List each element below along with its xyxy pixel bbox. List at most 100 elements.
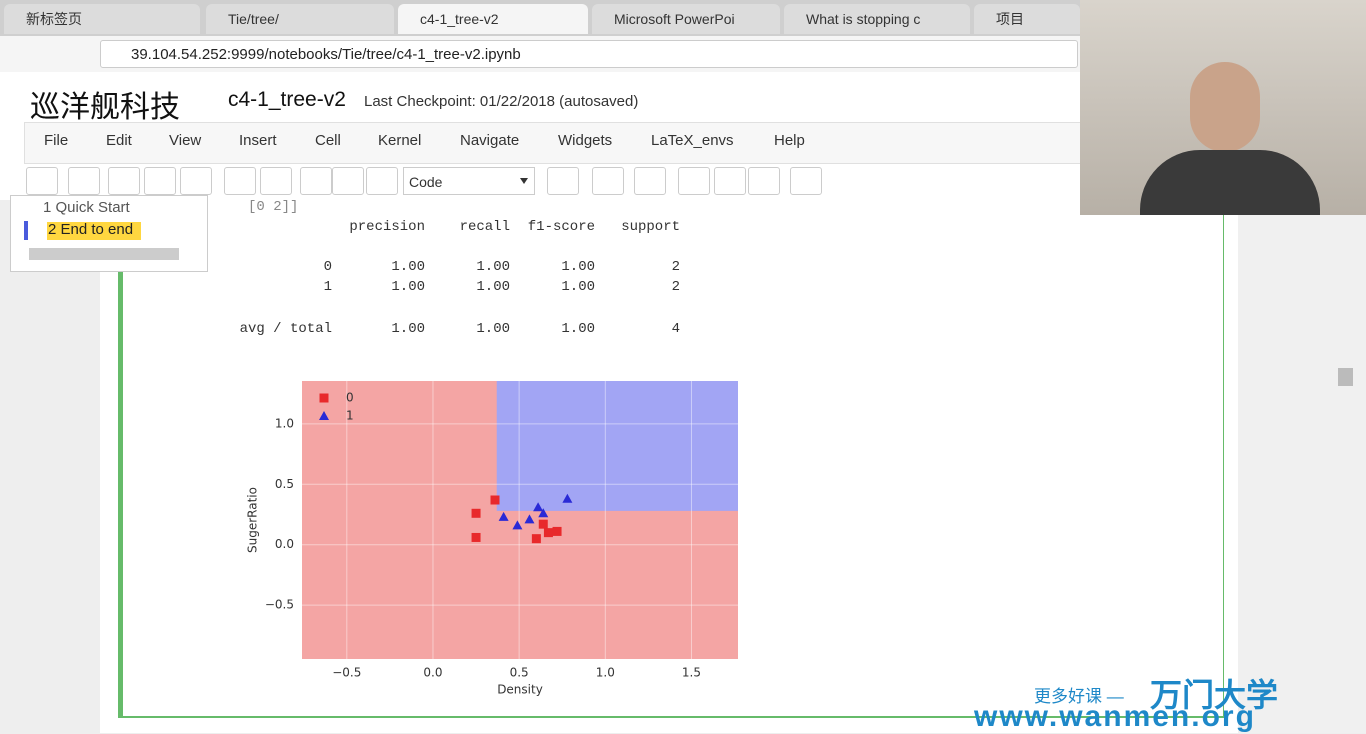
x-tick-label: 1.0 [596,666,615,680]
toolbar-button[interactable] [547,167,579,195]
toc-marker [24,221,28,240]
url-field[interactable]: 39.104.54.252:9999/notebooks/Tie/tree/c4… [100,40,1078,68]
toolbar-button[interactable] [26,167,58,195]
scroll-thumb[interactable] [1338,368,1353,386]
toolbar-button[interactable] [592,167,624,195]
x-tick-label: 1.5 [682,666,701,680]
watermark-site: www.wanmen.org [974,700,1256,733]
y-tick-label: 0.0 [275,537,294,551]
report-cell: 1.00 [391,279,425,295]
menu-item[interactable]: Insert [239,132,277,149]
report-cell: 1.00 [476,321,510,337]
report-header: support [621,219,680,235]
scrollbar [1238,200,1366,733]
toolbar-button[interactable] [634,167,666,195]
y-tick-label: 1.0 [275,416,294,430]
menu-item[interactable]: Kernel [378,132,422,149]
menu-item[interactable]: Widgets [558,132,613,149]
report-cell: 1.00 [561,321,595,337]
x-axis-label: Density [497,683,543,697]
x-tick-label: 0.0 [423,666,442,680]
data-point [531,534,541,544]
toolbar-button[interactable] [748,167,780,195]
menu-item[interactable]: Edit [106,132,132,149]
data-point [533,502,544,512]
toolbar-button[interactable] [260,167,292,195]
browser-tab[interactable]: What is stopping c [784,4,970,34]
x-tick-label: 0.5 [510,666,529,680]
legend-label: 1 [346,409,354,423]
toolbar-button[interactable] [790,167,822,195]
toc-panel [10,195,208,272]
address-bar: 39.104.54.252:9999/notebooks/Tie/tree/c4… [0,36,1080,73]
browser-tab[interactable]: c4-1_tree-v2 [398,4,588,34]
legend-label: 0 [346,391,354,405]
report-row-label: avg / total [239,321,332,337]
report-cell: 1.00 [391,259,425,275]
decision-region [496,381,738,511]
toc-scrollbar [29,248,179,260]
watermark-brand: 万门大学 [1150,677,1279,713]
notebook-header: 巡洋舰科技 c4-1_tree-v2 Last Checkpoint: 01/2… [0,72,1082,200]
data-point [538,508,549,518]
menu-bar [24,122,1082,164]
watermark-lead: 更多好课 — [1034,687,1124,706]
data-point [490,495,500,505]
y-tick-label: −0.5 [265,598,294,612]
output-line: [0 2]] [248,199,299,215]
toolbar-button[interactable] [678,167,710,195]
x-tick-label: −0.5 [332,666,361,680]
data-point [512,520,523,530]
legend-marker [319,411,329,420]
report-header: precision [349,219,425,235]
dropdown-arrow [520,178,528,184]
toolbar-button[interactable] [68,167,100,195]
data-point [562,493,573,503]
menu-item[interactable]: LaTeX_envs [651,132,734,149]
data-point [471,532,481,542]
y-axis-label: SugerRatio [246,487,260,553]
menu-item[interactable]: View [169,132,202,149]
toolbar-button[interactable] [180,167,212,195]
webcam-overlay [1080,0,1366,215]
report-header: f1-score [527,219,595,235]
webcam-face [1190,62,1260,152]
menu-item[interactable]: Cell [315,132,341,149]
toc-highlight [47,222,141,240]
toolbar-button[interactable] [144,167,176,195]
toolbar-button[interactable] [224,167,256,195]
selected-cell[interactable] [118,200,1224,718]
report-cell: 1.00 [561,279,595,295]
legend-marker [319,393,329,403]
toolbar-button[interactable] [332,167,364,195]
report-cell: 2 [671,259,680,275]
menu-item[interactable]: File [44,132,69,149]
toolbar-button[interactable] [300,167,332,195]
data-point [543,528,553,538]
cell-type-select[interactable]: Code [403,167,535,195]
webcam-body [1140,150,1320,215]
report-cell: 1.00 [476,279,510,295]
browser-tab[interactable]: 新标签页 [4,4,200,34]
report-row-label: 0 [323,259,332,275]
chart: Density SugerRatio −0.5 0.0 0.5 1.0 1.5 −0.5 0… [246,381,738,697]
browser-tab[interactable]: 项目 [974,4,1080,34]
toolbar-button[interactable] [108,167,140,195]
report-cell: 1.00 [561,259,595,275]
browser-tab[interactable]: Microsoft PowerPoi [592,4,780,34]
data-point [552,526,562,536]
menu-item[interactable]: Help [774,132,805,149]
report-cell: 2 [671,279,680,295]
report-cell: 1.00 [476,259,510,275]
toc-entry[interactable]: 1 Quick Start [43,199,130,216]
toolbar-button[interactable] [366,167,398,195]
notebook-name[interactable]: c4-1_tree-v2 [228,88,346,111]
data-point [524,514,535,524]
toc-entry[interactable]: 2 End to end [48,221,134,238]
menu-item[interactable]: Navigate [460,132,520,149]
toolbar-button[interactable] [714,167,746,195]
browser-tab[interactable]: Tie/tree/ [206,4,394,34]
url: 39.104.54.252:9999/notebooks/Tie/tree/c4… [131,46,521,63]
y-tick-label: 0.5 [275,477,294,491]
data-point [471,508,481,518]
